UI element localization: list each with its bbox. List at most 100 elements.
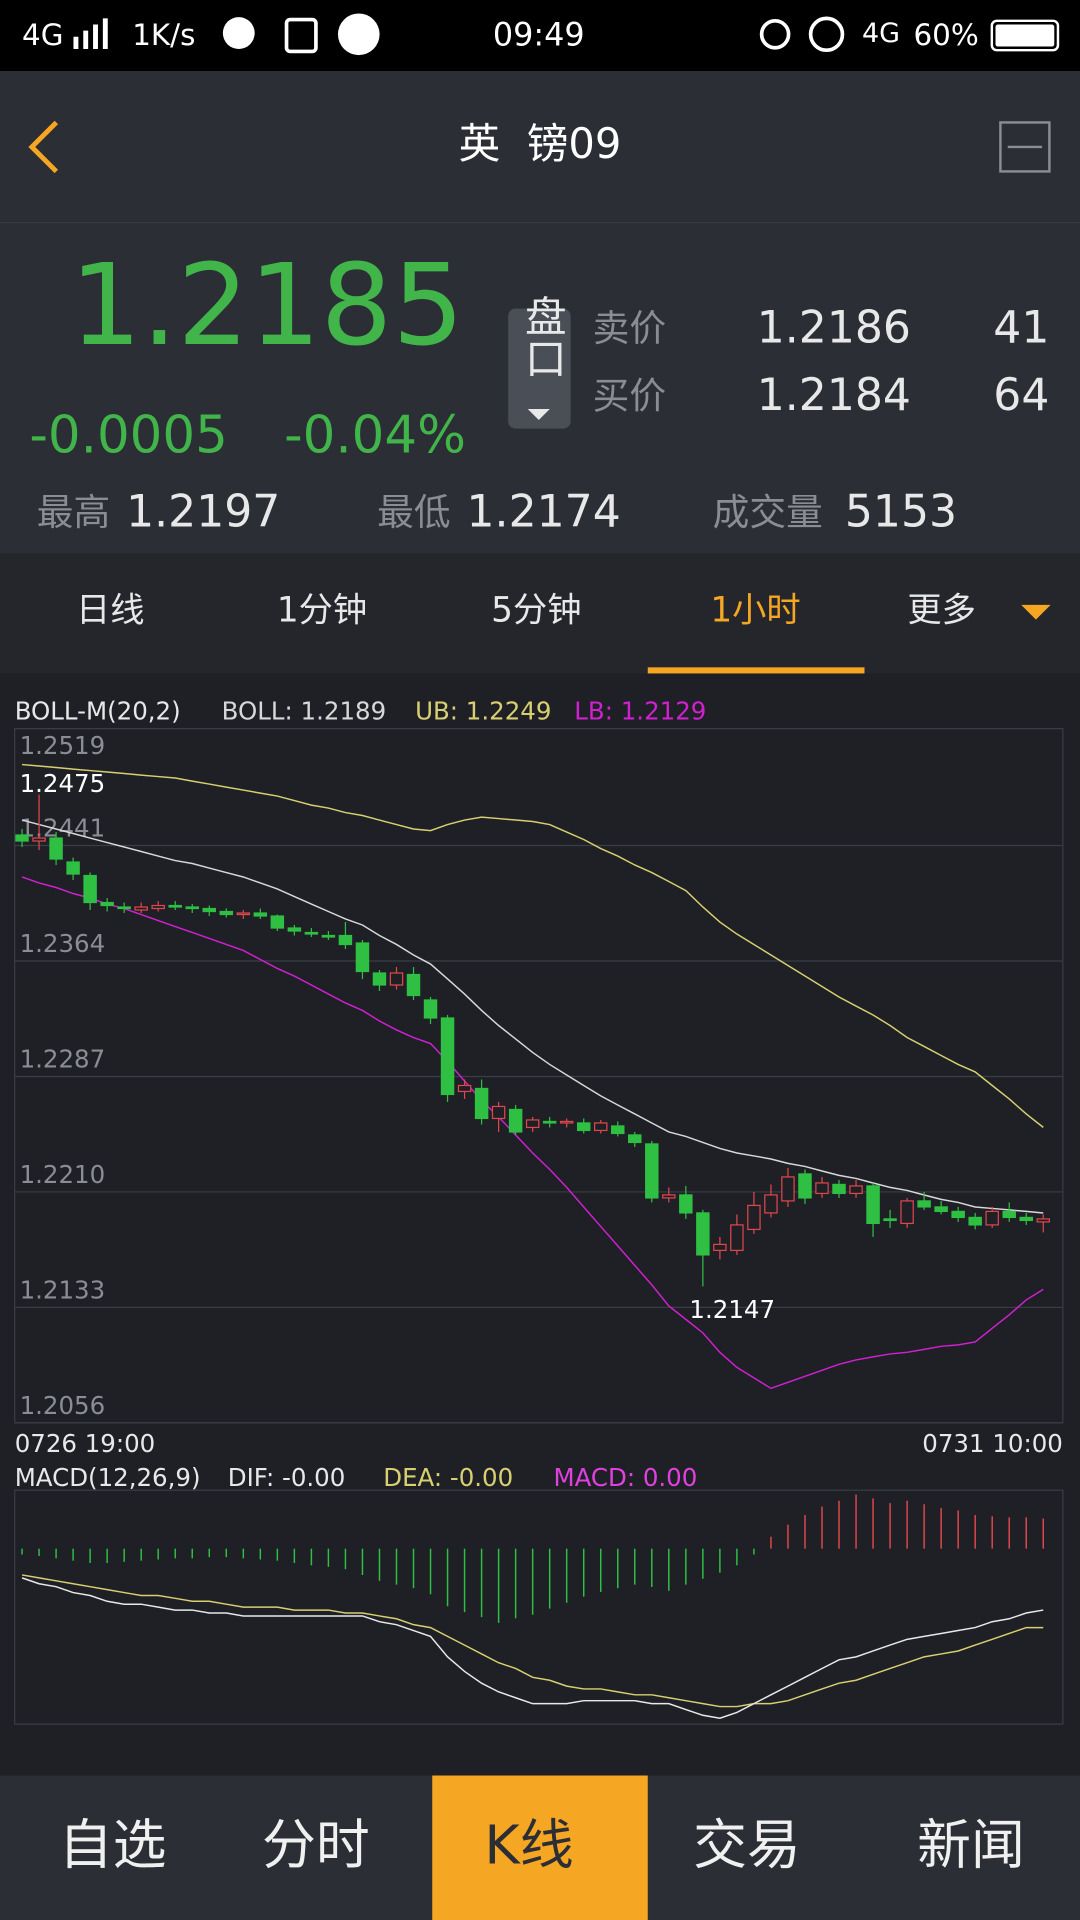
y-tick-label: 1.2364	[20, 929, 106, 958]
candle-body	[645, 1143, 659, 1199]
battery-level	[995, 24, 1055, 47]
candle-body	[951, 1210, 965, 1219]
nav-item[interactable]: 交易	[693, 1814, 801, 1877]
nav-item[interactable]: 分时	[262, 1814, 370, 1877]
candle-body	[1002, 1210, 1016, 1219]
tab-bar	[0, 553, 1080, 674]
candle-body	[15, 834, 29, 842]
candle-body	[406, 973, 421, 997]
macd-dif	[21, 1577, 1044, 1719]
candle-body	[866, 1185, 880, 1225]
wechat-icon	[222, 17, 255, 49]
candle-body	[576, 1122, 591, 1132]
candle-body	[100, 901, 114, 907]
candle-body	[917, 1200, 931, 1208]
nav-item[interactable]: 新闻	[917, 1814, 1025, 1877]
candle-body	[662, 1194, 676, 1199]
ask-label: 卖价	[593, 307, 666, 350]
candle-body	[304, 931, 319, 935]
battery-icon	[990, 19, 1060, 52]
x-label: 0731 10:00	[922, 1429, 1063, 1458]
ask-price: 1.2186	[757, 303, 911, 354]
candle-body	[611, 1125, 625, 1135]
book-button-label: 盘口	[518, 295, 567, 379]
more-arrow[interactable]	[1021, 604, 1051, 620]
bid-price: 1.2184	[757, 370, 911, 421]
change-pct: -0.04%	[284, 405, 466, 465]
boll-upper	[21, 763, 1044, 1128]
candle-body	[1036, 1218, 1050, 1223]
tab[interactable]: 1小时	[710, 591, 800, 631]
tab[interactable]: 更多	[907, 591, 976, 631]
tab-indicator	[647, 667, 865, 674]
candle-body	[628, 1134, 642, 1144]
candle-body	[968, 1216, 982, 1226]
max-label: 1.2475	[20, 769, 106, 798]
candle-body	[985, 1210, 999, 1226]
candle-body	[202, 907, 216, 913]
nav-item[interactable]: K线	[484, 1814, 573, 1877]
tab[interactable]: 1分钟	[277, 591, 367, 631]
macd-legend-macd: MACD: 0.00	[553, 1463, 697, 1492]
candle-body	[696, 1212, 710, 1256]
header	[0, 71, 1080, 223]
candle-body	[934, 1206, 948, 1213]
candle-body	[66, 861, 80, 875]
y-tick-label: 1.2133	[20, 1275, 106, 1304]
y-tick-label: 1.2287	[20, 1045, 106, 1074]
macd-legend-name: MACD(12,26,9)	[15, 1463, 201, 1492]
macd-legend-dif: DIF: -0.00	[228, 1463, 346, 1492]
volume-value: 5153	[845, 486, 957, 537]
candle-body	[508, 1108, 523, 1133]
candle-body	[219, 910, 234, 916]
clock: 09:49	[493, 16, 585, 54]
app-icon	[284, 17, 318, 54]
status-bar	[0, 0, 1080, 72]
candle-body	[423, 999, 438, 1019]
candle-body	[747, 1204, 761, 1231]
candle-body	[491, 1105, 506, 1120]
legend-boll: BOLL: 1.2189	[222, 697, 387, 726]
candle-body	[679, 1194, 693, 1214]
candle-body	[338, 934, 353, 946]
back-button[interactable]	[28, 120, 59, 174]
tab[interactable]: 日线	[76, 591, 145, 631]
legend-ub: UB: 1.2249	[415, 697, 551, 726]
candle-body	[764, 1194, 778, 1214]
nav-active	[432, 1775, 648, 1920]
macd-legend-dea: DEA: -0.00	[383, 1463, 513, 1492]
minimize-button[interactable]	[999, 121, 1051, 173]
ask-size: 41	[993, 303, 1049, 354]
candle-body	[32, 837, 46, 842]
candle-body	[117, 906, 131, 910]
title: 英 镑09	[459, 119, 622, 168]
speed: 1K/s	[132, 18, 195, 52]
candle-body	[900, 1200, 914, 1225]
y-tick-label: 1.2210	[20, 1160, 106, 1189]
high-label: 最高	[37, 491, 110, 534]
candle-body	[781, 1176, 795, 1202]
y-tick-label: 1.2519	[20, 731, 106, 760]
candle-body	[1019, 1216, 1033, 1222]
book-button[interactable]: 盘口	[508, 295, 571, 429]
mute-icon	[759, 18, 791, 50]
volume-label: 成交量	[713, 491, 823, 534]
x-label: 0726 19:00	[15, 1429, 156, 1458]
tab[interactable]: 5分钟	[491, 591, 581, 631]
chart-panel	[0, 673, 1080, 1776]
candle-body	[185, 906, 199, 910]
candle-body	[440, 1017, 455, 1096]
boll-lower	[21, 876, 1044, 1390]
last-price: 1.2185	[70, 239, 464, 371]
network: 4G	[22, 18, 63, 52]
alarm-icon	[808, 16, 845, 53]
macd-frame	[14, 1489, 1064, 1725]
candle-body	[713, 1243, 727, 1252]
bid-label: 买价	[593, 374, 666, 417]
bid-size: 64	[993, 370, 1049, 421]
nav-item[interactable]: 自选	[59, 1814, 167, 1877]
candle-body	[798, 1173, 812, 1199]
battery-text: 60%	[913, 18, 978, 52]
